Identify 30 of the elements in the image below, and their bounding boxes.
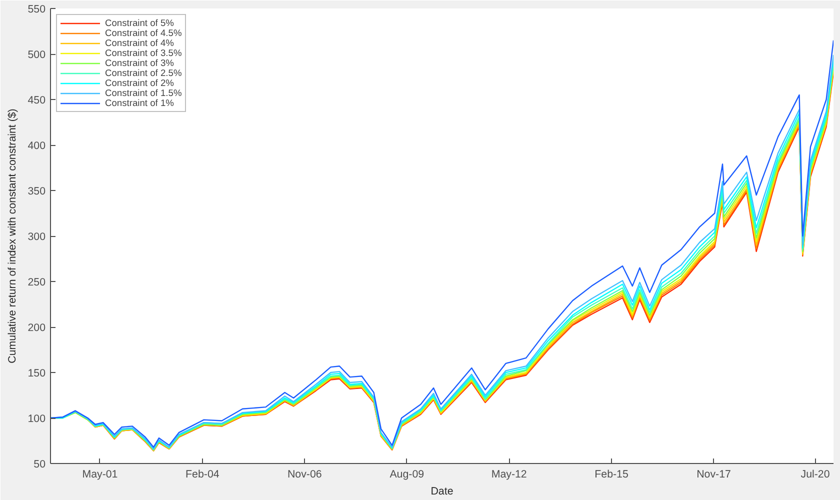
legend-label: Constraint of 5% bbox=[105, 18, 174, 28]
x-axis-title: Date bbox=[430, 486, 454, 498]
y-tick-label: 200 bbox=[28, 322, 46, 334]
y-tick-label: 450 bbox=[28, 94, 46, 106]
x-tick-label: Feb-04 bbox=[186, 468, 220, 480]
legend-label: Constraint of 3.5% bbox=[105, 48, 182, 58]
x-tick-label: Feb-15 bbox=[594, 468, 628, 480]
y-tick-label: 400 bbox=[28, 140, 46, 152]
legend-label: Constraint of 2.5% bbox=[105, 68, 182, 78]
x-tick-label: May-12 bbox=[491, 468, 527, 480]
x-tick-label: Nov-06 bbox=[287, 468, 322, 480]
y-tick-label: 550 bbox=[28, 4, 46, 16]
y-axis-title: Cumulative return of index with constant constraint ($) bbox=[6, 108, 19, 364]
x-tick-label: Aug-09 bbox=[390, 468, 424, 480]
y-tick-label: 500 bbox=[28, 49, 46, 61]
x-tick-label: May-01 bbox=[82, 468, 118, 480]
y-tick-label: 150 bbox=[28, 368, 46, 380]
y-tick-label: 300 bbox=[28, 231, 46, 243]
y-tick-label: 100 bbox=[28, 413, 46, 425]
legend-label: Constraint of 4.5% bbox=[105, 28, 182, 38]
y-tick-label: 350 bbox=[28, 186, 46, 198]
y-tick-label: 50 bbox=[34, 458, 46, 470]
legend-label: Constraint of 2% bbox=[105, 78, 174, 88]
x-tick-label: Jul-20 bbox=[800, 468, 830, 480]
x-tick-label: Nov-17 bbox=[696, 468, 732, 480]
legend-label: Constraint of 4% bbox=[105, 38, 174, 48]
y-tick-label: 250 bbox=[28, 276, 46, 288]
legend-label: Constraint of 1% bbox=[105, 98, 174, 108]
legend-label: Constraint of 3% bbox=[105, 58, 174, 68]
legend-label: Constraint of 1.5% bbox=[105, 88, 182, 98]
